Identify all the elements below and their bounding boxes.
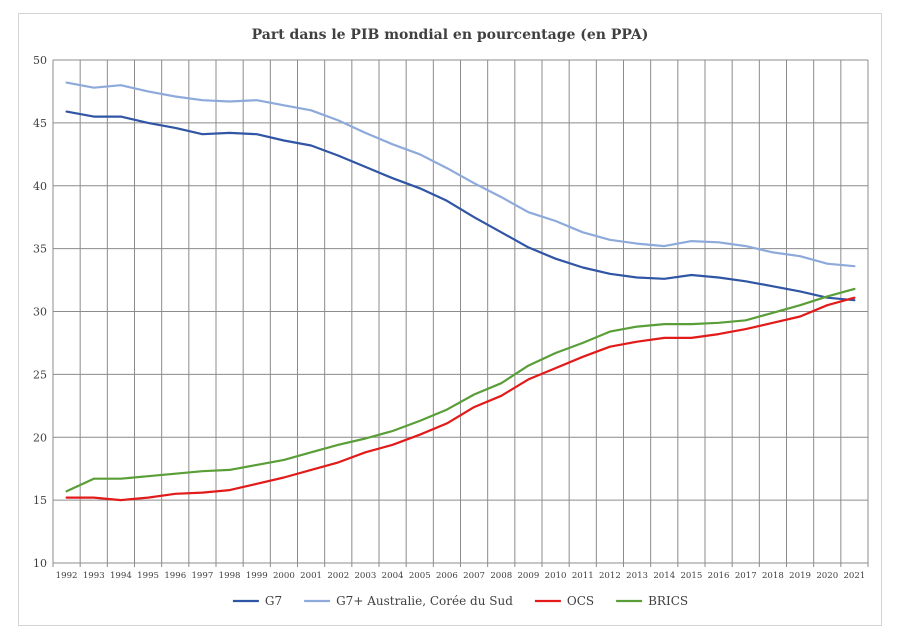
legend-item: G7+ Australie, Corée du Sud xyxy=(304,594,513,608)
series-line-g7 xyxy=(65,110,856,302)
x-tick-label: 2000 xyxy=(273,571,295,581)
x-tick-label: 2001 xyxy=(300,571,322,581)
legend-item: OCS xyxy=(534,594,594,608)
x-tick-label: 1999 xyxy=(246,571,268,581)
x-tick-label: 1997 xyxy=(191,571,213,581)
axis-layer: 10 15 20 25 30 35 40 45 50 1992 1993 1994 1995 1996 19… xyxy=(33,54,865,581)
x-tick-label: 2009 xyxy=(517,571,539,581)
x-tick-label: 2015 xyxy=(680,571,702,581)
legend-label: BRICS xyxy=(648,594,688,608)
x-tick-label: 1994 xyxy=(110,571,132,581)
x-tick-label: 2008 xyxy=(490,571,512,581)
x-tick-label: 2011 xyxy=(572,571,594,581)
grid-layer xyxy=(52,59,869,567)
chart-title: Part dans le PIB mondial en pourcentage … xyxy=(251,27,649,43)
x-tick-label: 2014 xyxy=(653,571,675,581)
y-tick-label: 30 xyxy=(33,306,47,319)
x-tick-label: 2007 xyxy=(463,571,485,581)
y-tick-label: 15 xyxy=(33,494,47,507)
series-line-ocs xyxy=(65,296,856,502)
x-tick-label: 1995 xyxy=(137,571,159,581)
x-tick-label: 2020 xyxy=(816,571,838,581)
x-tick-label: 2010 xyxy=(545,571,567,581)
x-tick-label: 1996 xyxy=(164,571,186,581)
y-tick-label: 25 xyxy=(33,368,47,381)
x-tick-label: 2002 xyxy=(327,571,349,581)
series-layer xyxy=(65,81,856,502)
series-line-g7-australie-cor-e-du-sud xyxy=(65,81,856,268)
x-tick-label: 2016 xyxy=(708,571,730,581)
x-tick-label: 2018 xyxy=(762,571,784,581)
x-tick-label: 2017 xyxy=(735,571,757,581)
x-tick-label: 2012 xyxy=(599,571,621,581)
x-tick-label: 2004 xyxy=(382,571,404,581)
legend-layer: G7 G7+ Australie, Corée du Sud OCS BRICS xyxy=(232,594,688,608)
x-tick-label: 2003 xyxy=(354,571,376,581)
y-tick-label: 40 xyxy=(33,180,47,193)
x-tick-label: 2005 xyxy=(409,571,431,581)
legend-label: G7+ Australie, Corée du Sud xyxy=(336,594,513,608)
legend-item: G7 xyxy=(232,594,282,608)
y-tick-label: 10 xyxy=(33,557,47,570)
legend-label: OCS xyxy=(567,594,594,608)
x-tick-label: 2019 xyxy=(789,571,811,581)
x-tick-label: 1998 xyxy=(219,571,241,581)
legend-item: BRICS xyxy=(616,594,688,608)
y-tick-label: 35 xyxy=(33,243,47,256)
series-line-brics xyxy=(65,287,856,493)
y-tick-label: 20 xyxy=(33,431,47,444)
x-tick-label: 2013 xyxy=(626,571,648,581)
x-tick-label: 1992 xyxy=(56,571,78,581)
x-tick-label: 1993 xyxy=(83,571,105,581)
y-tick-label: 45 xyxy=(33,117,47,130)
x-tick-label: 2021 xyxy=(843,571,865,581)
chart-svg: 10 15 20 25 30 35 40 45 50 1992 1993 1994 1995 1996 19… xyxy=(33,54,869,608)
legend-label: G7 xyxy=(265,594,282,608)
chart-frame: Part dans le PIB mondial en pourcentage … xyxy=(18,13,882,626)
y-tick-label: 50 xyxy=(33,54,47,67)
x-tick-label: 2006 xyxy=(436,571,458,581)
